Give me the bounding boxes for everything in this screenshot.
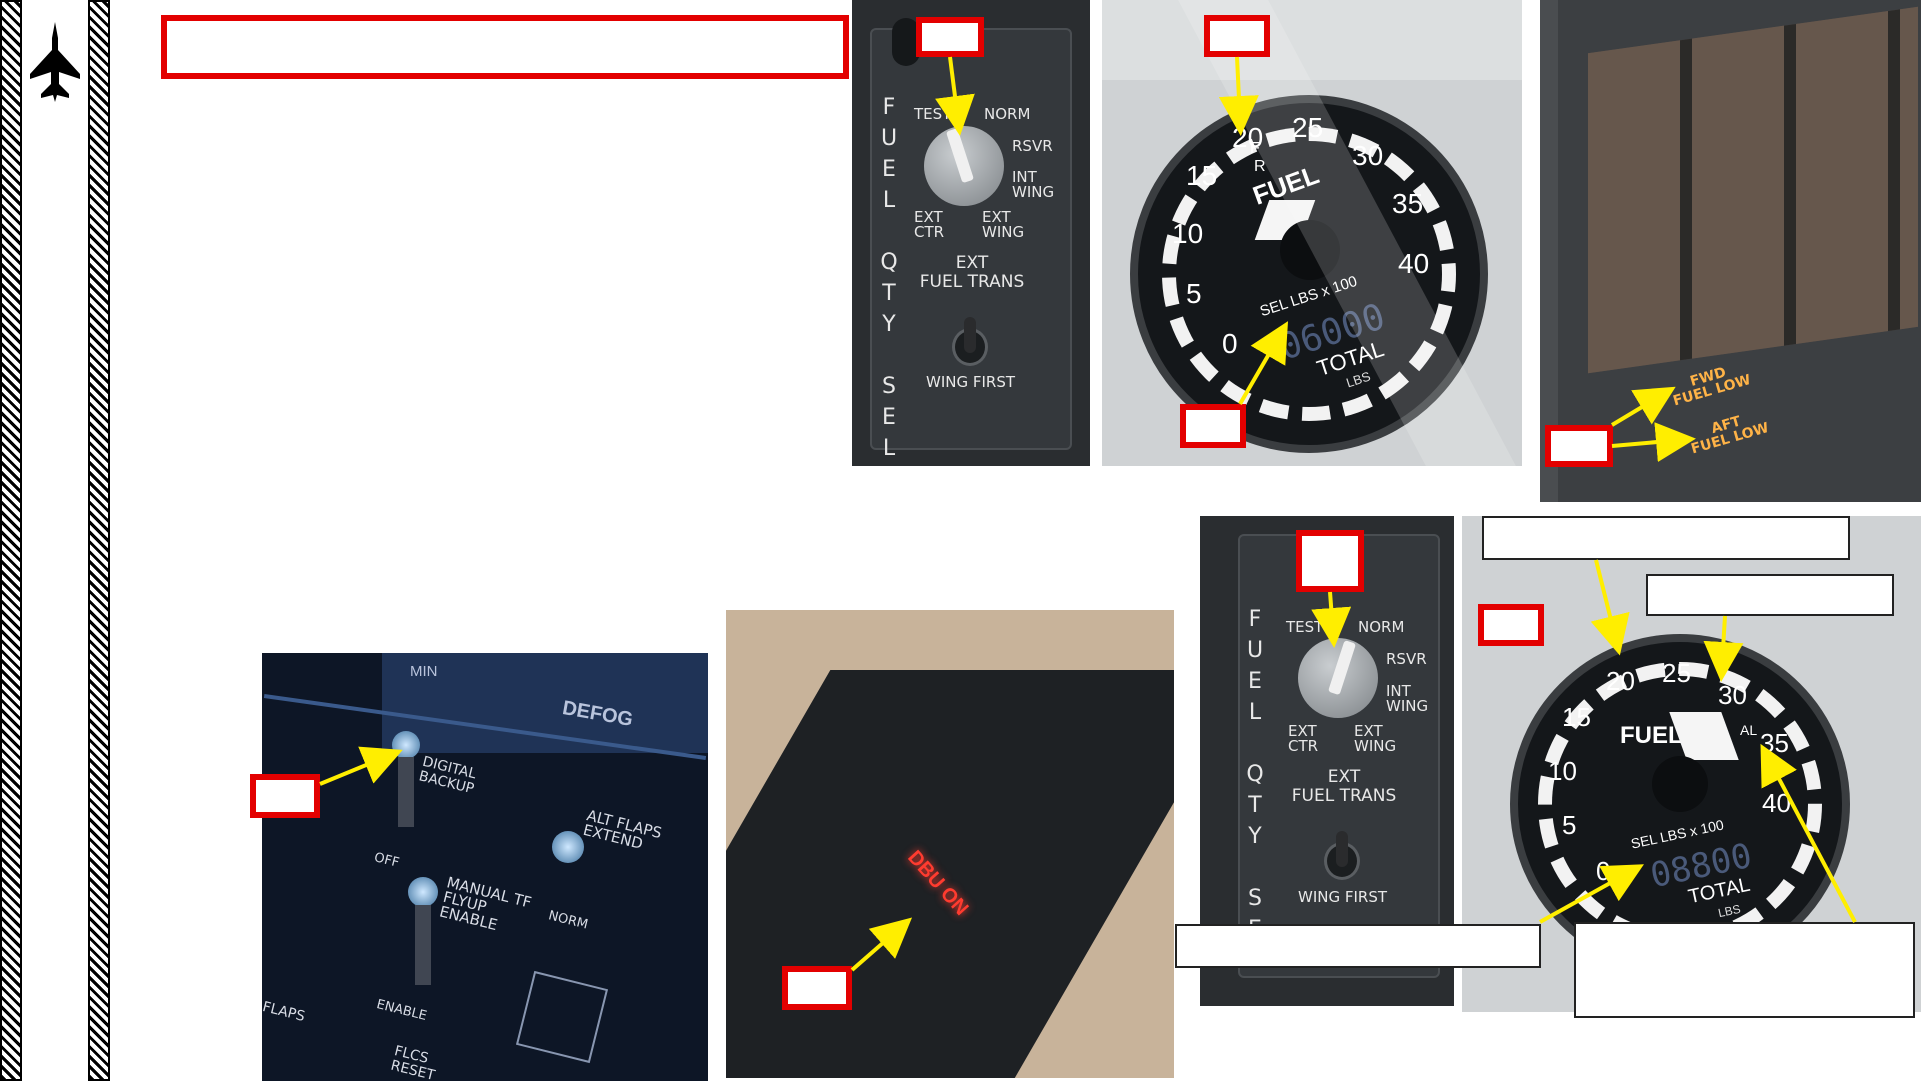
- caution-lamp-grid: [1588, 6, 1918, 374]
- f16-silhouette-icon: [30, 22, 80, 102]
- callout-fuel-qty-sel-2: [1296, 530, 1364, 592]
- scale-5: 5: [1186, 278, 1202, 309]
- label-box-fuel-top-right: [1646, 574, 1894, 616]
- label-box-fuel-top-left: [1482, 516, 1850, 560]
- scale-0-b: 0: [1596, 856, 1611, 886]
- flcs-reset-label: FLCS RESET: [389, 1043, 437, 1081]
- scale-15: 15: [1186, 160, 1218, 191]
- off-label: OFF: [372, 850, 401, 871]
- min-label: MIN: [410, 663, 438, 680]
- label-box-fuel-bottom-left: [1175, 924, 1541, 968]
- manual-tf-switch[interactable]: [408, 877, 438, 985]
- position-ext-ctr-2: EXT CTR: [1288, 722, 1319, 755]
- callout-digital-backup: [250, 774, 320, 818]
- scale-40: 40: [1398, 248, 1430, 279]
- ar-label-f: F: [1250, 140, 1260, 157]
- label-box-fuel-bottom-right: [1574, 922, 1915, 1018]
- norm-flaps-label: NORM: [546, 908, 590, 933]
- sidebar-hatch-left: [0, 0, 22, 1081]
- position-norm-2: NORM: [1358, 618, 1405, 636]
- manual-tf-label: MANUAL TF FLYUP ENABLE: [437, 873, 534, 935]
- callout-dbu-on: [782, 966, 852, 1010]
- callout-fuel-low-lights: [1545, 425, 1613, 467]
- ext-fuel-trans-label: EXT FUEL TRANS: [919, 253, 1025, 292]
- wing-first-label: WING FIRST: [926, 373, 1016, 391]
- position-test-2: TEST: [1286, 618, 1324, 636]
- position-ext-wing: EXT WING: [982, 208, 1025, 241]
- digital-backup-label: DIGITAL BACKUP: [417, 753, 478, 798]
- position-ext-ctr: EXT CTR: [914, 208, 945, 241]
- ext-fuel-trans-switch[interactable]: [952, 317, 988, 366]
- scale-10-b: 10: [1548, 756, 1577, 786]
- alt-flaps-switch[interactable]: [552, 831, 584, 863]
- scale-0: 0: [1222, 328, 1238, 359]
- callout-fuel-qty-sel: [916, 17, 984, 57]
- gauge-hub-b: [1652, 756, 1708, 812]
- position-norm: NORM: [984, 105, 1031, 123]
- position-int-wing-2: INT WING: [1386, 682, 1429, 715]
- scale-20-b: 20: [1606, 666, 1635, 696]
- caution-light-panel: FWD FUEL LOW AFT FUEL LOW: [1540, 0, 1921, 502]
- ar-label-r: R: [1254, 158, 1266, 175]
- flaps-label: FLAPS: [262, 999, 307, 1025]
- scale-35-b: 35: [1760, 728, 1789, 758]
- flcs-panel-photo: MIN DEFOG DIGITAL BACKUP OFF ALT FLAPS E…: [262, 653, 708, 1081]
- scale-25: 25: [1292, 112, 1324, 143]
- fuel-qty-sel-knob-2[interactable]: [1298, 638, 1378, 718]
- fuel-gauge-top-photo: 0 5 10 15 20 25 30 35 40 FUEL F R SEL LB…: [1102, 0, 1522, 466]
- scale-5-b: 5: [1562, 810, 1577, 840]
- position-ext-wing-2: EXT WING: [1354, 722, 1397, 755]
- scale-15-b: 15: [1562, 702, 1591, 732]
- ext-fuel-trans-switch-2[interactable]: [1324, 831, 1360, 880]
- position-rsvr: RSVR: [1012, 137, 1053, 155]
- wing-first-label-2: WING FIRST: [1298, 888, 1388, 906]
- gauge-hub: [1280, 220, 1340, 280]
- scale-10: 10: [1172, 218, 1204, 249]
- sidebar-hatch-right: [88, 0, 110, 1081]
- ext-fuel-trans-label-2: EXT FUEL TRANS: [1291, 767, 1397, 806]
- fuel-qty-sel-knob[interactable]: [924, 126, 1004, 206]
- position-int-wing: INT WING: [1012, 168, 1055, 201]
- fuel-face-label-b: FUEL: [1620, 722, 1683, 749]
- position-test: TEST: [914, 105, 952, 123]
- scale-30-b: 30: [1718, 680, 1747, 710]
- flcs-reset-button[interactable]: [515, 970, 609, 1064]
- digital-backup-switch[interactable]: [392, 731, 420, 827]
- enable-label: ENABLE: [374, 997, 429, 1024]
- scale-25-b: 25: [1662, 658, 1691, 688]
- alt-flaps-label: ALT FLAPS EXTEND: [581, 806, 664, 853]
- callout-fuel-pointer: [1204, 15, 1270, 57]
- title-box: [161, 15, 849, 79]
- callout-fuel-gauge-b: [1478, 604, 1544, 646]
- al-label-b: AL: [1740, 722, 1758, 738]
- scale-30: 30: [1352, 140, 1384, 171]
- position-rsvr-2: RSVR: [1386, 650, 1427, 668]
- callout-totalizer: [1180, 404, 1246, 448]
- scale-40-b: 40: [1762, 788, 1791, 818]
- scale-35: 35: [1392, 188, 1424, 219]
